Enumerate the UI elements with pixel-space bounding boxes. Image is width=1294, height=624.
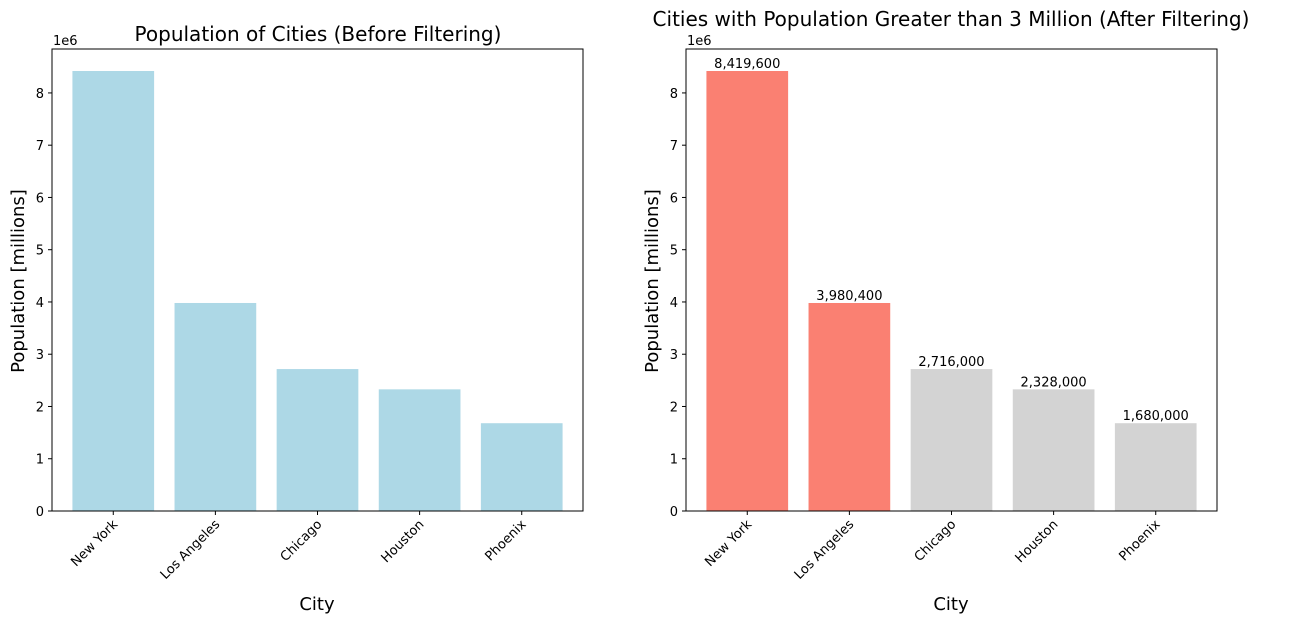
bar-phoenix [480,423,563,511]
y-tick-label-4: 4 [36,296,44,311]
x-axis-label: City [933,594,969,615]
bar-chicago [910,369,993,511]
y-tick-label-5: 5 [36,244,44,259]
bar-chicago [276,369,359,511]
y-axis-label: Population [millions] [8,189,29,373]
y-tick-label-3: 3 [670,348,678,363]
y-tick-label-0: 0 [670,505,678,520]
offset-label: 1e6 [687,34,712,49]
chart-after-filtering: Cities with Population Greater than 3 Mi… [642,7,1249,615]
y-tick-label-7: 7 [36,139,44,154]
x-ticks: New York Los Angeles Chicago Houston Phoenix [702,511,1164,583]
y-ticks: 0 1 2 3 4 5 6 7 8 [670,87,686,520]
data-label-houston: 2,328,000 [1021,375,1087,390]
bar-los-angeles [174,302,257,511]
bars [706,71,1197,511]
data-label-new-york: 8,419,600 [714,57,780,72]
chart-title: Population of Cities (Before Filtering) [135,22,502,46]
y-tick-label-2: 2 [670,400,678,415]
y-tick-label-6: 6 [36,191,44,206]
bar-houston [378,389,461,511]
x-tick-label-los-angeles: Los Angeles [158,517,224,583]
data-label-los-angeles: 3,980,400 [816,289,882,304]
x-tick-label-phoenix: Phoenix [1116,517,1163,564]
y-tick-label-6: 6 [670,191,678,206]
bar-houston [1012,389,1095,511]
chart-title: Cities with Population Greater than 3 Mi… [653,7,1250,31]
x-ticks: New York Los Angeles Chicago Houston Phoenix [68,511,530,583]
x-tick-label-chicago: Chicago [278,517,326,565]
x-tick-label-phoenix: Phoenix [482,517,529,564]
y-tick-label-8: 8 [36,87,44,102]
x-tick-label-houston: Houston [379,517,428,566]
x-tick-label-new-york: New York [702,517,755,570]
y-tick-label-1: 1 [670,453,678,468]
bar-new-york [706,71,789,511]
x-tick-label-houston: Houston [1013,517,1062,566]
bars [72,71,563,511]
y-axis-label: Population [millions] [642,189,663,373]
y-tick-label-0: 0 [36,505,44,520]
y-tick-label-7: 7 [670,139,678,154]
data-label-chicago: 2,716,000 [918,355,984,370]
chart-before-filtering: Population of Cities (Before Filtering) … [8,22,584,615]
y-tick-label-3: 3 [36,348,44,363]
bar-phoenix [1114,423,1197,511]
plot-frame [51,48,584,512]
x-tick-label-chicago: Chicago [912,517,960,565]
y-ticks: 0 1 2 3 4 5 6 7 8 [36,87,52,520]
bar-los-angeles [808,302,891,511]
y-tick-label-8: 8 [670,87,678,102]
y-tick-label-4: 4 [670,296,678,311]
plot-frame [685,48,1218,512]
x-tick-label-los-angeles: Los Angeles [792,517,858,583]
y-tick-label-1: 1 [36,453,44,468]
x-axis-label: City [299,594,335,615]
bar-new-york [72,71,155,511]
x-tick-label-new-york: New York [68,517,121,570]
y-tick-label-5: 5 [670,244,678,259]
offset-label: 1e6 [53,34,78,49]
y-tick-label-2: 2 [36,400,44,415]
data-label-phoenix: 1,680,000 [1123,409,1189,424]
data-labels: 8,419,600 3,980,400 2,716,000 2,328,000 1,68… [714,57,1189,424]
